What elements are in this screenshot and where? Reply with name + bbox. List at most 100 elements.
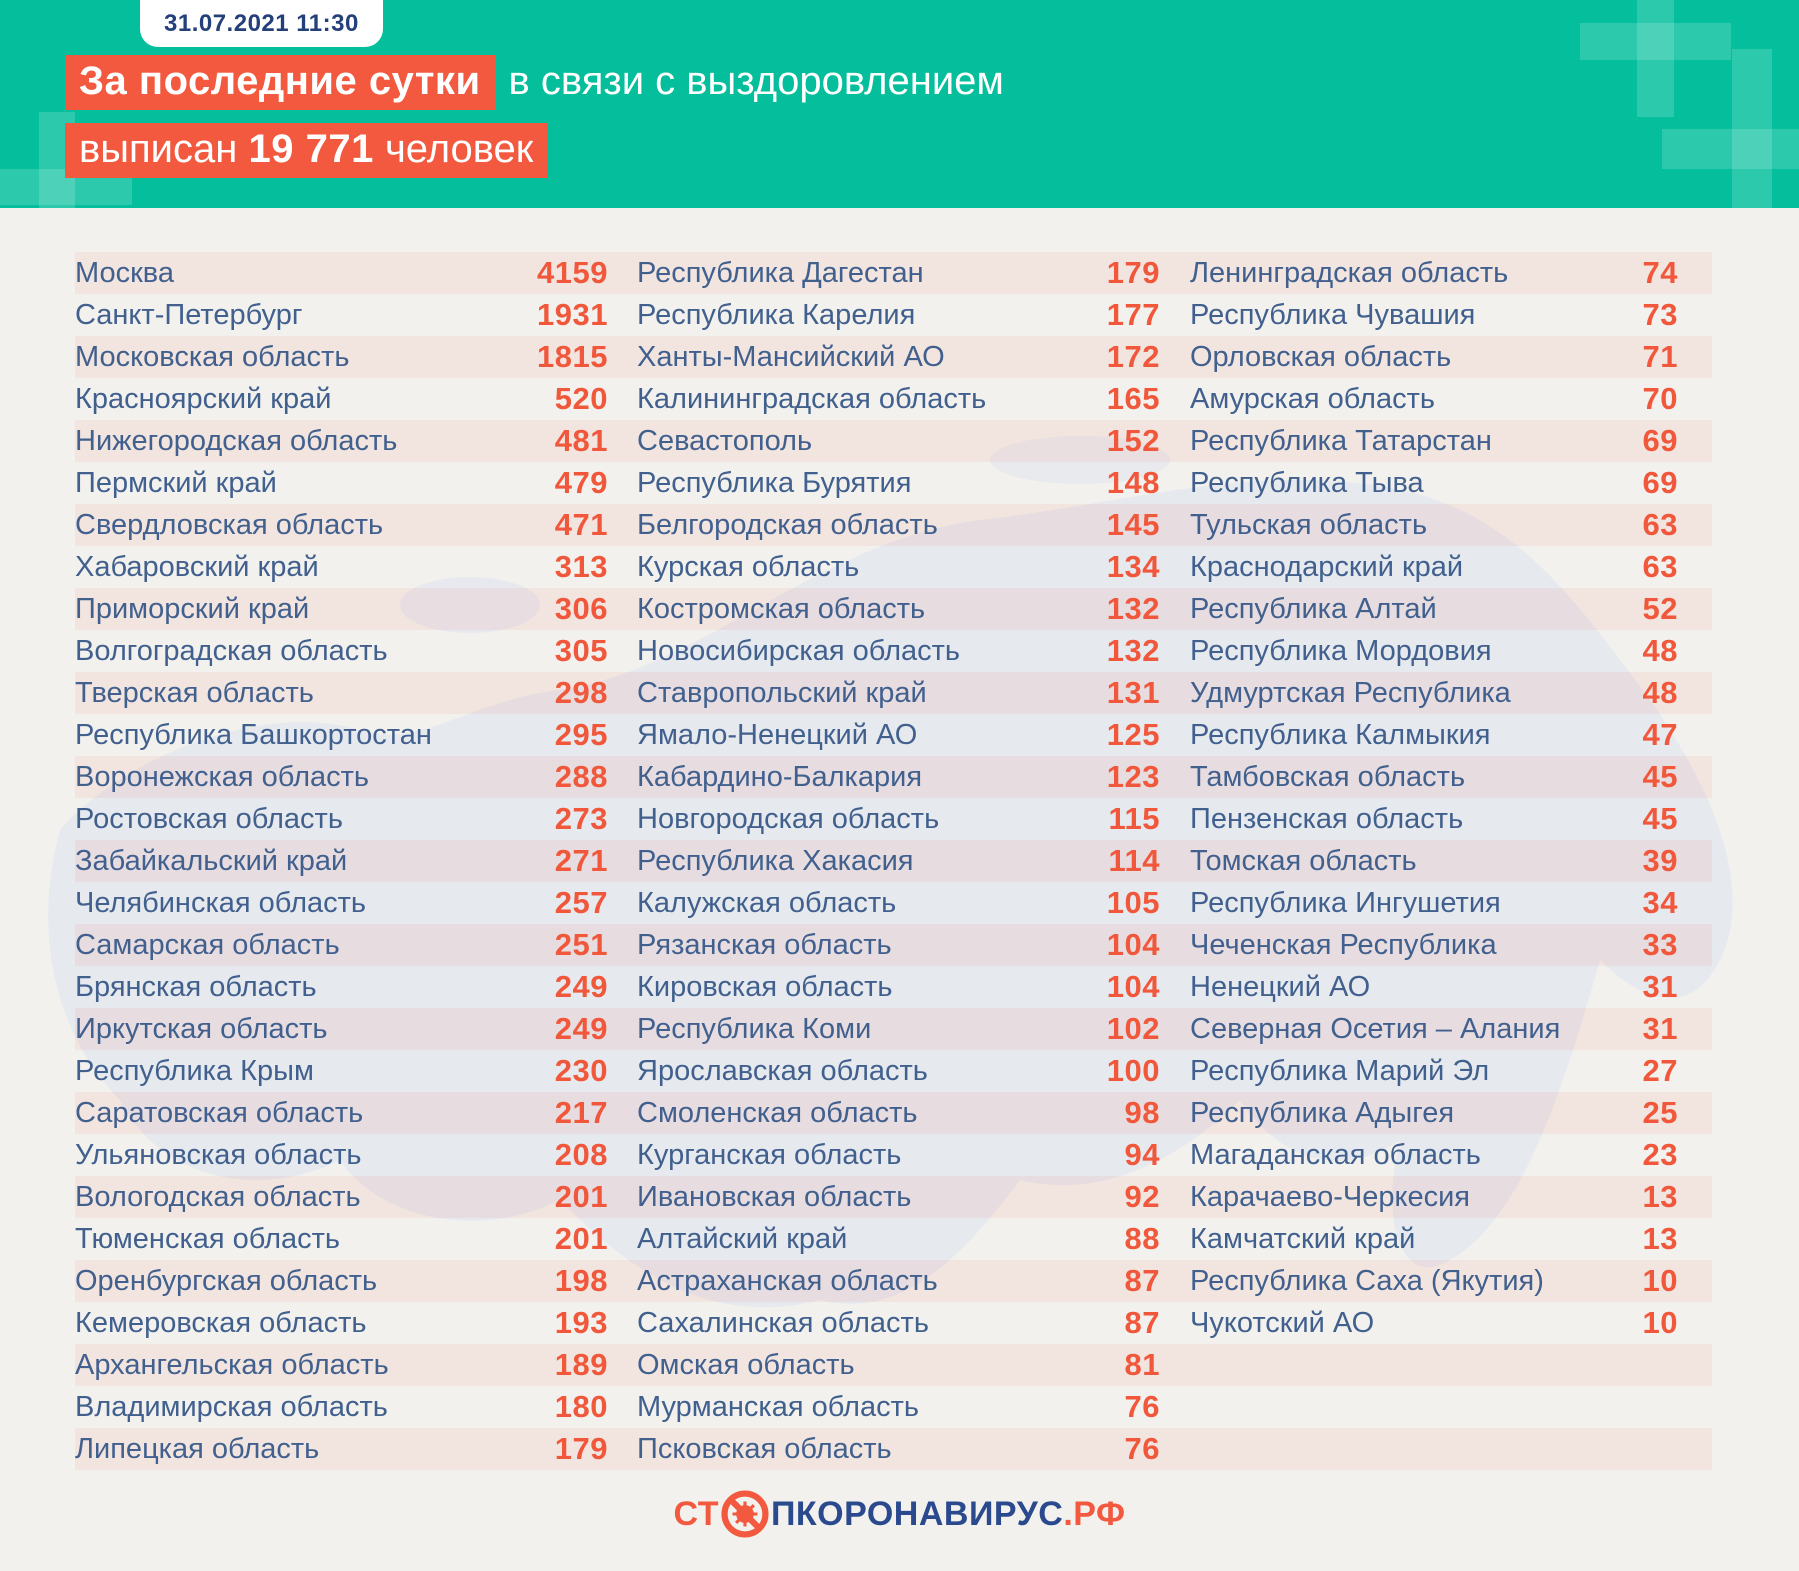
region-value: 98: [1124, 1095, 1160, 1130]
region-row: Ярославская область 100: [637, 1050, 1160, 1092]
region-name: Брянская область: [75, 970, 317, 1003]
region-name: Республика Саха (Якутия): [1190, 1264, 1544, 1297]
region-name: Северная Осетия – Алания: [1190, 1012, 1561, 1045]
region-row: Сахалинская область 87: [637, 1302, 1160, 1344]
region-row: Республика Крым 230: [75, 1050, 608, 1092]
plus-icon: [1732, 49, 1772, 208]
region-value: 25: [1642, 1095, 1678, 1130]
plus-icon: [1662, 129, 1799, 169]
region-value: 10: [1642, 1263, 1678, 1298]
region-row: Саратовская область 217: [75, 1092, 608, 1134]
headline-rest-text: в связи с выздоровлением: [508, 59, 1004, 103]
region-row: Удмуртская Республика 48: [1190, 672, 1678, 714]
region-name: Республика Калмыкия: [1190, 718, 1491, 751]
region-value: 69: [1642, 465, 1678, 500]
region-row: Республика Башкортостан 295: [75, 714, 608, 756]
region-name: Санкт-Петербург: [75, 298, 303, 331]
region-value: 31: [1642, 969, 1678, 1004]
region-value: 63: [1642, 507, 1678, 542]
region-value: 87: [1124, 1263, 1160, 1298]
region-value: 217: [554, 1095, 608, 1130]
region-name: Магаданская область: [1190, 1138, 1481, 1171]
row-stripe: [75, 1344, 1712, 1386]
region-value: 193: [554, 1305, 608, 1340]
region-value: 305: [554, 633, 608, 668]
region-name: Омская область: [637, 1348, 855, 1381]
region-value: 39: [1642, 843, 1678, 878]
region-name: Калининградская область: [637, 382, 987, 415]
region-name: Ленинградская область: [1190, 256, 1509, 289]
region-value: 45: [1642, 801, 1678, 836]
region-row: Чукотский АО 10: [1190, 1302, 1678, 1344]
region-value: 179: [1106, 255, 1160, 290]
region-value: 47: [1642, 717, 1678, 752]
region-name: Ставропольский край: [637, 676, 927, 709]
region-name: Ульяновская область: [75, 1138, 362, 1171]
regions-table: Москва 4159 Санкт-Петербург 1931 Московская …: [75, 252, 1712, 1470]
region-name: Самарская область: [75, 928, 340, 961]
region-row: Краснодарский край 63: [1190, 546, 1678, 588]
region-value: 479: [554, 465, 608, 500]
region-name: Ямало-Ненецкий АО: [637, 718, 918, 751]
region-value: 31: [1642, 1011, 1678, 1046]
headline-highlight-box: За последние сутки: [65, 55, 495, 110]
region-name: Орловская область: [1190, 340, 1452, 373]
region-value: 33: [1642, 927, 1678, 962]
region-row: Москва 4159: [75, 252, 608, 294]
region-name: Курская область: [637, 550, 860, 583]
region-row: Чеченская Республика 33: [1190, 924, 1678, 966]
region-name: Челябинская область: [75, 886, 367, 919]
region-name: Калужская область: [637, 886, 897, 919]
region-row: Смоленская область 98: [637, 1092, 1160, 1134]
region-name: Новосибирская область: [637, 634, 961, 667]
region-name: Карачаево-Черкесия: [1190, 1180, 1471, 1213]
region-name: Удмуртская Республика: [1190, 676, 1511, 709]
region-value: 52: [1642, 591, 1678, 626]
region-row: Мурманская область 76: [637, 1386, 1160, 1428]
region-value: 48: [1642, 675, 1678, 710]
region-value: 201: [554, 1179, 608, 1214]
region-row: Курская область 134: [637, 546, 1160, 588]
region-value: 189: [554, 1347, 608, 1382]
region-row: Пермский край 479: [75, 462, 608, 504]
region-value: 45: [1642, 759, 1678, 794]
region-name: Ненецкий АО: [1190, 970, 1371, 1003]
row-stripe: [75, 336, 1712, 378]
region-value: 87: [1124, 1305, 1160, 1340]
region-name: Республика Тыва: [1190, 466, 1424, 499]
region-row: Орловская область 71: [1190, 336, 1678, 378]
row-stripe: [75, 1008, 1712, 1050]
region-value: 177: [1106, 297, 1160, 332]
region-value: 115: [1108, 801, 1160, 836]
region-row: Тульская область 63: [1190, 504, 1678, 546]
region-name: Республика Татарстан: [1190, 424, 1492, 457]
region-row: Карачаево-Черкесия 13: [1190, 1176, 1678, 1218]
region-value: 73: [1642, 297, 1678, 332]
region-value: 125: [1106, 717, 1160, 752]
region-value: 148: [1106, 465, 1160, 500]
region-name: Республика Адыгея: [1190, 1096, 1455, 1129]
region-value: 88: [1124, 1221, 1160, 1256]
region-row: Ростовская область 273: [75, 798, 608, 840]
region-value: 1815: [537, 339, 608, 374]
region-row: Липецкая область 179: [75, 1428, 608, 1470]
region-name: Белгородская область: [637, 508, 938, 541]
region-row: Кемеровская область 193: [75, 1302, 608, 1344]
region-value: 104: [1106, 969, 1160, 1004]
region-value: 71: [1642, 339, 1678, 374]
headline-line1: За последние сутки в связи с выздоровлен…: [65, 55, 1004, 110]
region-value: 145: [1106, 507, 1160, 542]
region-row: Республика Калмыкия 47: [1190, 714, 1678, 756]
region-row: Костромская область 132: [637, 588, 1160, 630]
headline-highlight-text: За последние сутки: [79, 59, 481, 103]
region-name: Томская область: [1190, 844, 1417, 877]
discharged-total: 19 771: [248, 127, 374, 171]
region-name: Республика Дагестан: [637, 256, 924, 289]
region-row: Оренбургская область 198: [75, 1260, 608, 1302]
region-name: Республика Хакасия: [637, 844, 914, 877]
region-name: Республика Карелия: [637, 298, 916, 331]
region-row: Ульяновская область 208: [75, 1134, 608, 1176]
region-value: 520: [554, 381, 608, 416]
region-row: Республика Саха (Якутия) 10: [1190, 1260, 1678, 1302]
region-row: Самарская область 251: [75, 924, 608, 966]
